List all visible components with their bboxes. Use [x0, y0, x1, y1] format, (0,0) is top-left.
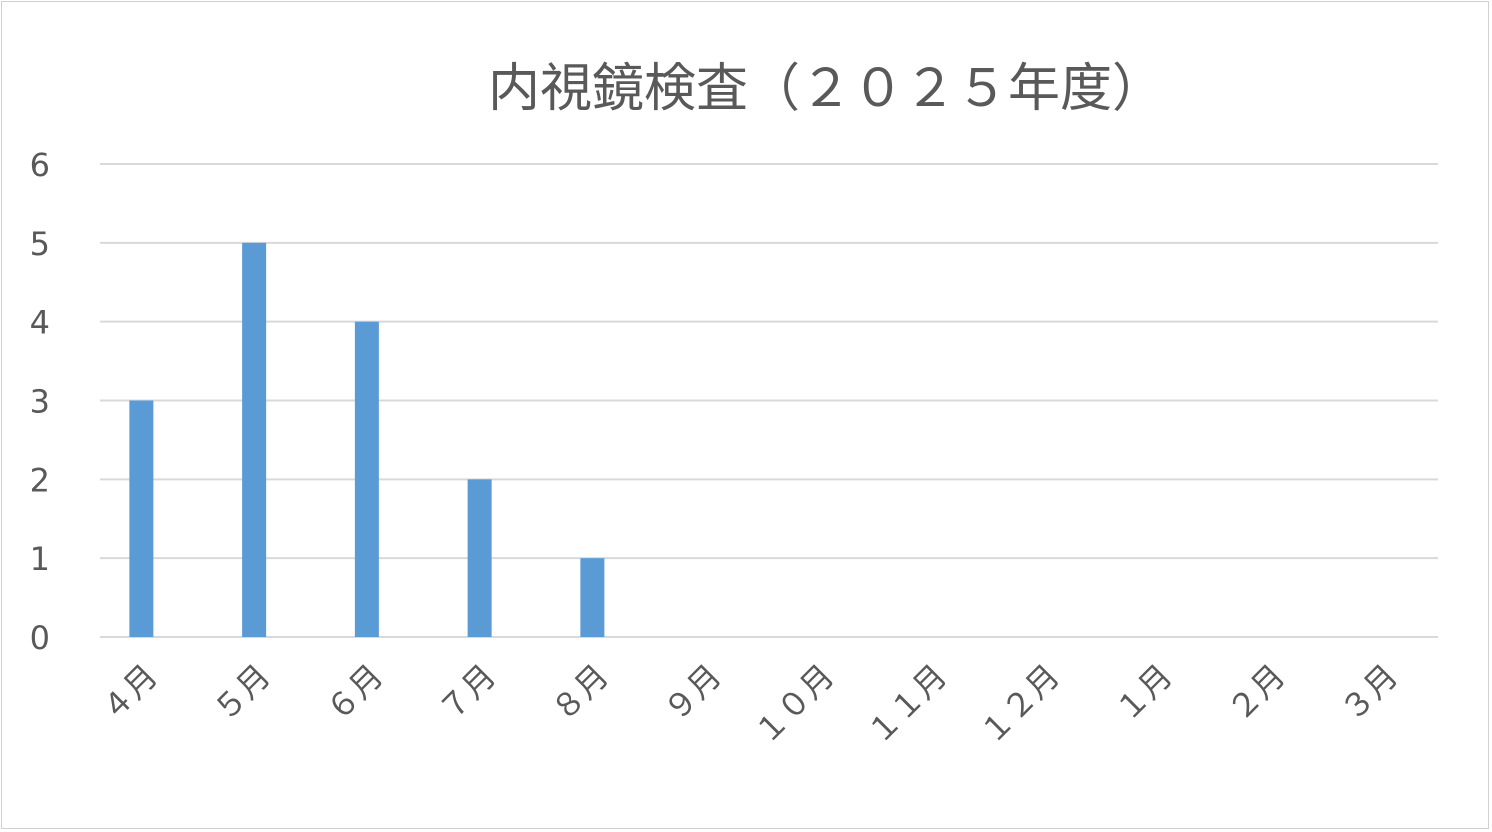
y-tick-label: 3: [30, 383, 50, 421]
y-tick-label: 5: [30, 225, 50, 263]
bar: [242, 242, 267, 638]
y-tick-label: 4: [30, 304, 50, 342]
x-tick-label: １０月: [747, 657, 842, 752]
x-tick-label: １１月: [860, 657, 955, 752]
x-tick-label: １月: [1108, 657, 1180, 729]
x-tick-label: ６月: [318, 657, 390, 729]
x-tick-label: ３月: [1333, 657, 1405, 729]
x-tick-label: ２月: [1220, 657, 1292, 729]
y-tick-label: 2: [30, 461, 50, 499]
y-tick-label: 0: [30, 619, 50, 657]
bar: [580, 558, 605, 637]
bar: [354, 321, 379, 637]
y-tick-label: 1: [30, 540, 50, 578]
bar: [467, 479, 492, 637]
x-tick-label: １２月: [972, 657, 1067, 752]
x-tick-label: ９月: [657, 657, 729, 729]
x-tick-label: ８月: [544, 657, 616, 729]
x-tick-label: ５月: [206, 657, 278, 729]
y-tick-label: 6: [30, 146, 50, 184]
bar: [129, 400, 154, 637]
x-tick-label: ４月: [93, 657, 165, 729]
x-tick-label: ７月: [431, 657, 503, 729]
chart-title: 内視鏡検査（２０２５年度）: [488, 59, 1164, 119]
